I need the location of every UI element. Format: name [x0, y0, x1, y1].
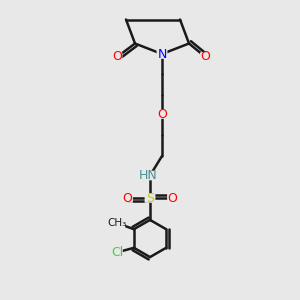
Text: HN: HN	[139, 169, 158, 182]
Text: CH₃: CH₃	[108, 218, 127, 228]
FancyBboxPatch shape	[145, 193, 155, 203]
FancyBboxPatch shape	[112, 52, 122, 62]
Text: O: O	[201, 50, 210, 64]
Text: S: S	[146, 191, 154, 205]
FancyBboxPatch shape	[110, 218, 125, 228]
FancyBboxPatch shape	[142, 171, 158, 180]
Text: O: O	[168, 191, 177, 205]
FancyBboxPatch shape	[157, 49, 167, 59]
Text: O: O	[157, 107, 167, 121]
Text: N: N	[157, 47, 167, 61]
FancyBboxPatch shape	[112, 248, 123, 257]
FancyBboxPatch shape	[122, 193, 133, 203]
Text: O: O	[123, 191, 132, 205]
FancyBboxPatch shape	[157, 109, 167, 119]
FancyBboxPatch shape	[200, 52, 211, 62]
Text: Cl: Cl	[111, 246, 124, 259]
Text: O: O	[112, 50, 122, 64]
FancyBboxPatch shape	[167, 193, 178, 203]
